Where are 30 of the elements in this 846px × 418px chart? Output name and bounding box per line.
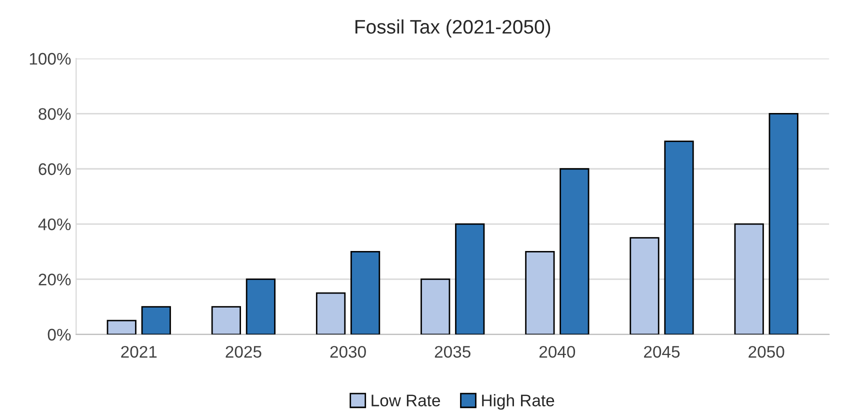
bar: [316, 292, 346, 334]
bar: [420, 278, 450, 334]
bar: [768, 113, 798, 334]
bar: [106, 320, 136, 334]
y-tick-label: 80%: [38, 108, 71, 120]
bar: [350, 250, 380, 334]
bar: [664, 140, 694, 334]
x-tick-label: 2040: [539, 346, 576, 358]
bar: [455, 223, 485, 334]
y-tick-label: 0%: [48, 328, 71, 341]
bar: [211, 306, 242, 334]
chart-title: Fossil Tax (2021-2050): [356, 19, 550, 38]
y-tick-label: 60%: [38, 163, 71, 176]
bar: [141, 306, 171, 334]
y-tick-label: 100%: [30, 52, 71, 65]
x-tick-label: 2030: [330, 346, 366, 358]
y-tick-label: 20%: [38, 274, 71, 286]
bar: [630, 237, 660, 334]
bar: [560, 168, 590, 334]
x-tick-label: 2050: [748, 346, 784, 358]
legend-label: Low Rate: [372, 394, 440, 406]
x-tick-label: 2021: [121, 346, 157, 358]
legend-label: High Rate: [482, 394, 554, 410]
x-tick-label: 2035: [434, 346, 470, 358]
bar: [525, 250, 555, 334]
bar: [246, 278, 276, 334]
y-tick-label: 40%: [38, 218, 71, 230]
x-tick-label: 2045: [644, 346, 680, 358]
bar: [734, 223, 764, 334]
x-tick-label: 2025: [226, 346, 262, 358]
